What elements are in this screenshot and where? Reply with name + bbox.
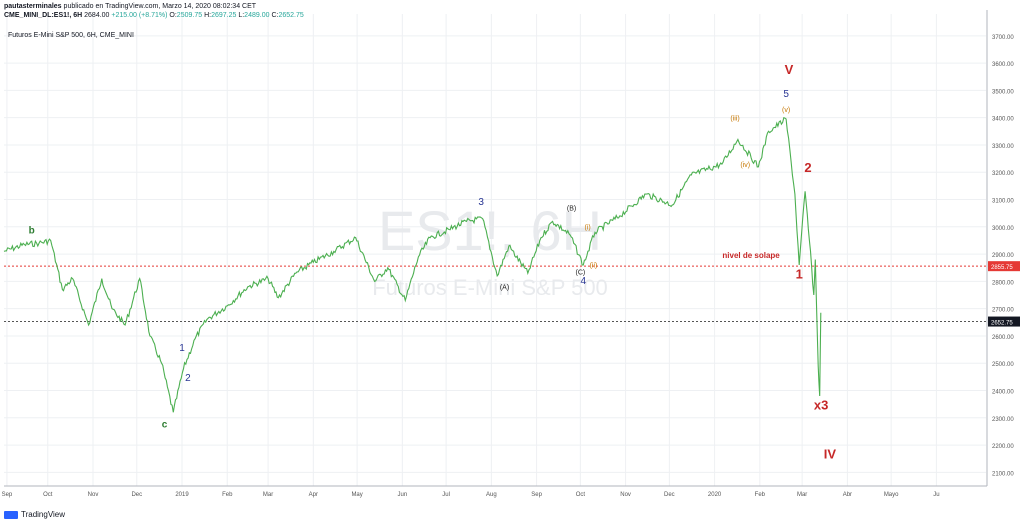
y-tick-label: 2400.00 — [992, 390, 1014, 396]
tradingview-logo-icon — [4, 510, 18, 519]
low-label: L: — [238, 12, 245, 19]
footer-brand[interactable]: TradingView — [4, 510, 65, 519]
high-label: H: — [204, 12, 212, 19]
wave-label: 4 — [580, 276, 586, 287]
wave-label: b — [29, 226, 35, 237]
y-tick-label: 2800.00 — [992, 280, 1014, 286]
y-tick-label: 3000.00 — [992, 226, 1014, 232]
y-tick-label: 2300.00 — [992, 417, 1014, 423]
wave-label: x3 — [814, 398, 828, 413]
symbol-label: CME_MINI_DL:ES1!, 6H — [4, 12, 83, 19]
x-tick-label: Abr — [843, 492, 852, 498]
wave-label: 1 — [179, 343, 185, 354]
wave-label: (A) — [500, 285, 509, 292]
x-tick-label: Feb — [222, 492, 233, 498]
x-tick-label: Dec — [131, 492, 142, 498]
chart-header: pautasterminales publicado en TradingVie… — [4, 2, 304, 20]
level-price-tag — [988, 261, 1020, 272]
level-price-label: 2855.75 — [991, 265, 1013, 271]
publish-info: publicado en TradingView.com, Marzo 14, … — [63, 3, 257, 10]
x-tick-label: Dec — [664, 492, 675, 498]
x-tick-label: May — [351, 492, 362, 498]
x-tick-label: Nov — [620, 492, 631, 498]
x-tick-label: Ju — [933, 492, 939, 498]
price-change: +215.00 (+8.71%) — [111, 12, 168, 19]
y-tick-label: 3300.00 — [992, 144, 1014, 150]
x-tick-label: Jun — [398, 492, 408, 498]
watermark-name: Futuros E-Mini S&P 500 — [372, 275, 608, 300]
y-tick-label: 3600.00 — [992, 62, 1014, 68]
y-tick-label: 3200.00 — [992, 171, 1014, 177]
x-tick-label: Aug — [486, 492, 497, 498]
series-title: Futuros E-Mini S&P 500, 6H, CME_MINI — [8, 32, 134, 39]
wave-label: (iii) — [730, 115, 739, 122]
x-tick-label: Apr — [309, 492, 318, 498]
brand-label: TradingView — [21, 510, 66, 519]
wave-label: V — [785, 62, 794, 77]
x-tick-label: Mar — [797, 492, 807, 498]
open-label: O: — [169, 12, 177, 19]
ohlc-line: CME_MINI_DL:ES1!, 6H 2684.00 +215.00 (+8… — [4, 11, 304, 20]
price-line — [3, 116, 822, 413]
wave-label: (C) — [576, 270, 586, 277]
wave-label: 1 — [796, 267, 803, 282]
author-name[interactable]: pautasterminales — [4, 3, 62, 10]
x-tick-label: Oct — [576, 492, 586, 498]
y-tick-label: 2600.00 — [992, 335, 1014, 341]
wave-label: IV — [824, 447, 837, 462]
wave-label: (i) — [585, 225, 591, 232]
x-tick-label: Nov — [88, 492, 99, 498]
x-tick-label: Jul — [442, 492, 450, 498]
close-label: C: — [271, 12, 279, 19]
level-price-tag — [988, 316, 1020, 327]
x-tick-label: Sep — [531, 492, 542, 498]
close-value: 2652.75 — [278, 12, 304, 19]
wave-label: nivel de solape — [722, 251, 780, 260]
last-price: 2684.00 — [84, 12, 110, 19]
y-tick-label: 3500.00 — [992, 89, 1014, 95]
x-tick-label: Oct — [43, 492, 53, 498]
x-tick-label: Sep — [2, 492, 13, 498]
wave-label: 2 — [804, 160, 811, 175]
x-tick-label: Feb — [755, 492, 766, 498]
wave-label: (ii) — [590, 263, 598, 270]
high-value: 2697.25 — [211, 12, 237, 19]
publish-line: pautasterminales publicado en TradingVie… — [4, 2, 304, 11]
wave-label: 5 — [783, 89, 789, 100]
y-tick-label: 2500.00 — [992, 362, 1014, 368]
y-tick-label: 2100.00 — [992, 471, 1014, 477]
level-price-label: 2652.75 — [991, 321, 1013, 327]
y-tick-label: 3700.00 — [992, 35, 1014, 41]
y-tick-label: 2900.00 — [992, 253, 1014, 259]
wave-label: c — [162, 419, 168, 430]
y-tick-label: 2700.00 — [992, 308, 1014, 314]
x-tick-label: Mar — [263, 492, 273, 498]
x-tick-label: Mayo — [884, 492, 899, 498]
wave-label: (B) — [567, 205, 576, 212]
y-tick-label: 3400.00 — [992, 117, 1014, 123]
x-tick-label: 2019 — [175, 492, 189, 498]
wave-label: 2 — [185, 373, 191, 384]
open-value: 2509.75 — [176, 12, 203, 19]
y-tick-label: 2200.00 — [992, 444, 1014, 450]
x-tick-label: 2020 — [708, 492, 722, 498]
y-tick-label: 3100.00 — [992, 199, 1014, 205]
wave-label: (iv) — [740, 162, 750, 169]
wave-label: 3 — [478, 197, 484, 208]
low-value: 2489.00 — [244, 12, 270, 19]
wave-label: (v) — [782, 107, 790, 114]
